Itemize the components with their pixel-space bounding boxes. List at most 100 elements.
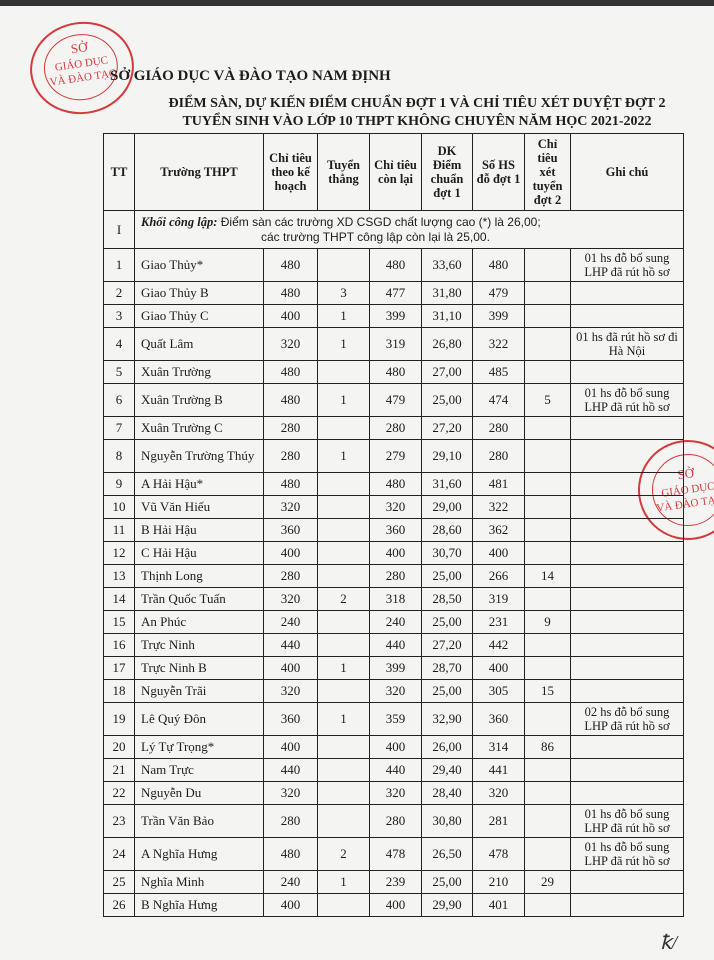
school-cell: Lý Tự Trọng* [134,735,264,759]
school-cell: Nguyễn Du [134,781,264,805]
passed-count-cell: 322 [472,495,525,519]
planned-quota-cell: 480 [263,383,318,417]
remaining-quota-cell: 360 [369,518,422,542]
cutoff-score-cell: 28,50 [421,587,473,611]
passed-count-cell: 280 [472,416,525,440]
section-text: Điểm sàn các trường XD CSGD chất lượng c… [217,214,541,229]
tt-cell: 19 [103,702,135,736]
passed-count-cell: 399 [472,304,525,328]
remaining-quota-cell: 318 [369,587,422,611]
note-cell [570,587,684,611]
direct-admission-cell [317,360,370,384]
round2-quota-cell [524,837,571,871]
cutoff-score-cell: 29,10 [421,439,473,473]
passed-count-cell: 280 [472,439,525,473]
section-row: I Khối công lập: Điểm sàn các trường XD … [103,210,684,249]
note-cell [570,472,684,496]
remaining-quota-cell: 239 [369,870,422,894]
cutoff-score-cell: 26,50 [421,837,473,871]
remaining-quota-cell: 440 [369,633,422,657]
note-cell [570,656,684,680]
cutoff-score-cell: 28,70 [421,656,473,680]
direct-admission-cell [317,416,370,440]
passed-count-cell: 231 [472,610,525,634]
agency-name: SỞ GIÁO DỤC VÀ ĐÀO TẠO NAM ĐỊNH [110,68,391,84]
school-cell: Giao Thủy B [134,281,264,305]
table-row: 12 C Hải Hậu 400 400 30,70 400 [103,541,684,565]
passed-count-cell: 481 [472,472,525,496]
direct-admission-cell: 1 [317,870,370,894]
table-row: 7 Xuân Trường C 280 280 27,20 280 [103,416,684,440]
section-number: I [103,210,135,249]
remaining-quota-cell: 280 [369,804,422,838]
cutoff-score-cell: 28,40 [421,781,473,805]
tt-cell: 22 [103,781,135,805]
cutoff-score-cell: 27,20 [421,633,473,657]
table-row: 6 Xuân Trường B 480 1 479 25,00 474 5 01 hs đỗ b… [103,383,684,417]
school-cell: Vũ Văn Hiếu [134,495,264,519]
passed-count-cell: 401 [472,893,525,917]
round2-quota-cell [524,758,571,782]
school-cell: Nguyễn Trường Thúy [134,439,264,473]
round2-quota-cell [524,360,571,384]
cutoff-score-cell: 28,60 [421,518,473,542]
remaining-quota-cell: 399 [369,304,422,328]
table-row: 24 A Nghĩa Hưng 480 2 478 26,50 478 01 hs đỗ bổ… [103,837,684,871]
round2-quota-cell [524,656,571,680]
planned-quota-cell: 320 [263,495,318,519]
remaining-quota-cell: 279 [369,439,422,473]
direct-admission-cell [317,679,370,703]
remaining-quota-cell: 480 [369,360,422,384]
passed-count-cell: 266 [472,564,525,588]
table-row: 2 Giao Thủy B 480 3 477 31,80 479 [103,281,684,305]
direct-admission-cell [317,893,370,917]
planned-quota-cell: 280 [263,416,318,440]
direct-admission-cell [317,804,370,838]
school-cell: Trần Văn Bảo [134,804,264,838]
round2-quota-cell [524,495,571,519]
direct-admission-cell: 1 [317,304,370,328]
direct-admission-cell: 2 [317,837,370,871]
direct-admission-cell [317,610,370,634]
table-row: 19 Lê Quý Đôn 360 1 359 32,90 360 02 hs đỗ bổ s… [103,702,684,736]
remaining-quota-cell: 240 [369,610,422,634]
passed-count-cell: 362 [472,518,525,542]
cutoff-score-cell: 25,00 [421,610,473,634]
cutoff-score-cell: 29,40 [421,758,473,782]
note-cell [570,281,684,305]
table-row: 13 Thịnh Long 280 280 25,00 266 14 [103,564,684,588]
column-header: Chỉ tiêu theo kế hoạch [263,133,318,211]
table-row: 14 Trần Quốc Tuấn 320 2 318 28,50 319 [103,587,684,611]
direct-admission-cell [317,735,370,759]
table-row: 17 Trực Ninh B 400 1 399 28,70 400 [103,656,684,680]
planned-quota-cell: 400 [263,735,318,759]
round2-quota-cell [524,327,571,361]
tt-cell: 21 [103,758,135,782]
passed-count-cell: 478 [472,837,525,871]
remaining-quota-cell: 359 [369,702,422,736]
section-label: Khối công lập: [141,214,218,229]
planned-quota-cell: 480 [263,248,318,282]
direct-admission-cell [317,564,370,588]
planned-quota-cell: 480 [263,281,318,305]
planned-quota-cell: 280 [263,564,318,588]
tt-cell: 5 [103,360,135,384]
table-row: 3 Giao Thủy C 400 1 399 31,10 399 [103,304,684,328]
passed-count-cell: 305 [472,679,525,703]
passed-count-cell: 474 [472,383,525,417]
note-cell [570,679,684,703]
passed-count-cell: 400 [472,656,525,680]
tt-cell: 14 [103,587,135,611]
passed-count-cell: 442 [472,633,525,657]
round2-quota-cell [524,248,571,282]
passed-count-cell: 319 [472,587,525,611]
direct-admission-cell [317,495,370,519]
note-cell [570,360,684,384]
table-row: 21 Nam Trực 440 440 29,40 441 [103,758,684,782]
column-header: Số HS đỗ đợt 1 [472,133,525,211]
tt-cell: 26 [103,893,135,917]
tt-cell: 18 [103,679,135,703]
school-cell: Trần Quốc Tuấn [134,587,264,611]
table-row: 25 Nghĩa Minh 240 1 239 25,00 210 29 [103,870,684,894]
school-cell: Thịnh Long [134,564,264,588]
